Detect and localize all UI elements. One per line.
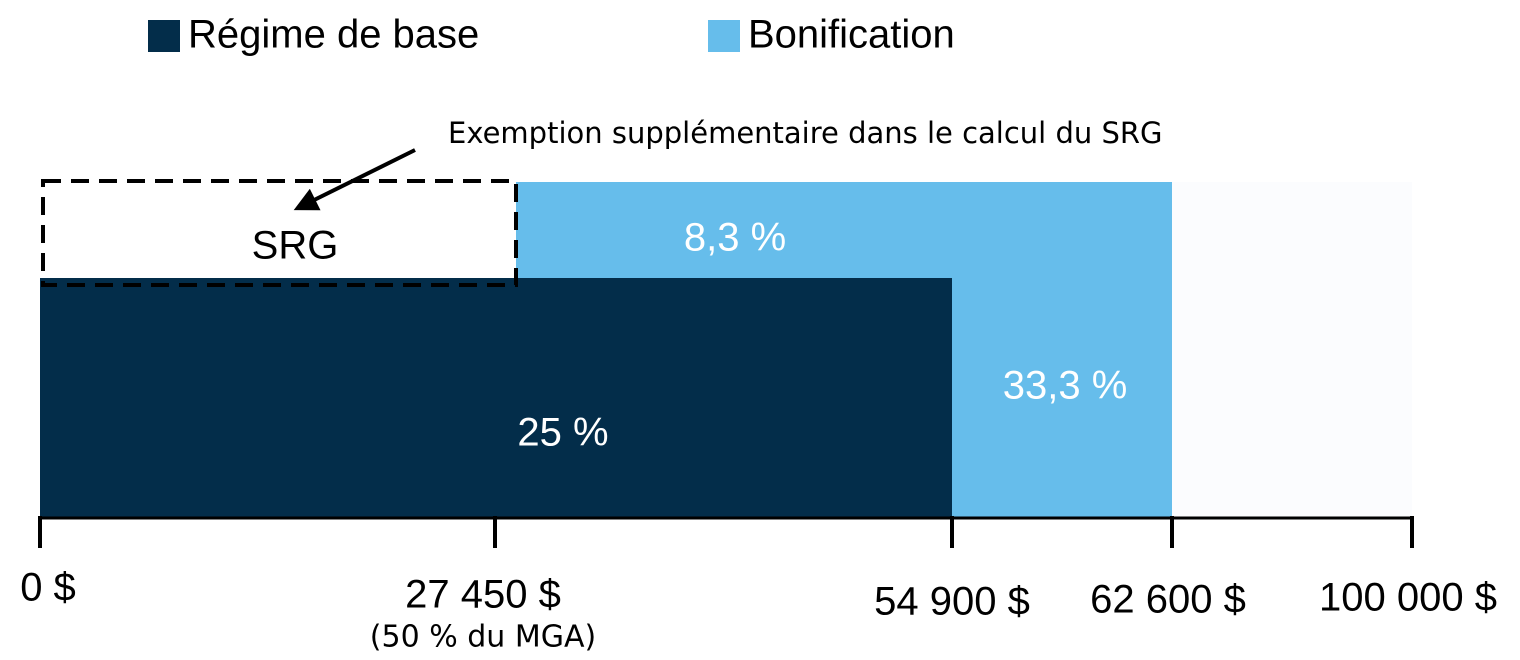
- tick-label: 27 450 $: [405, 573, 561, 617]
- segment-label: 25 %: [517, 411, 608, 455]
- legend-swatch: [148, 20, 180, 52]
- legend-label: Régime de base: [188, 13, 479, 57]
- legend-swatch: [708, 20, 740, 52]
- tick-label: 54 900 $: [874, 580, 1030, 624]
- background-region: [1172, 182, 1412, 518]
- segment-label: 8,3 %: [684, 216, 786, 260]
- tick-label: 62 600 $: [1090, 578, 1246, 622]
- tick-label: 0 $: [20, 566, 76, 610]
- tick-note: (50 % du MGA): [370, 620, 596, 655]
- annotation: Exemption supplémentaire dans le calcul …: [448, 116, 1163, 150]
- tick-label: 100 000 $: [1319, 576, 1497, 620]
- segment-label: 33,3 %: [1003, 364, 1128, 408]
- srg-box: [41, 179, 518, 287]
- box-label: SRG: [252, 224, 339, 268]
- legend-label: Bonification: [748, 13, 955, 57]
- base-region: [40, 278, 952, 518]
